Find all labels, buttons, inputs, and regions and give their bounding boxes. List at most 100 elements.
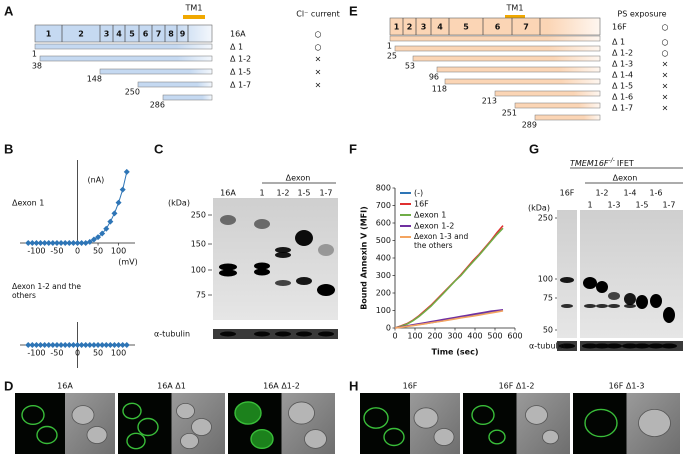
band bbox=[220, 331, 236, 337]
cell-line: IFET bbox=[617, 159, 634, 168]
exon-label: 4 bbox=[437, 23, 443, 32]
start-residue: 96 bbox=[429, 73, 439, 82]
fluorescence-image bbox=[573, 393, 627, 454]
construct-name: Δ 1-6 bbox=[612, 93, 633, 102]
data-point bbox=[82, 342, 89, 348]
cell bbox=[234, 401, 262, 425]
band bbox=[318, 244, 334, 256]
image-label: 16F Δ1-3 bbox=[609, 382, 645, 391]
start-residue: 1 bbox=[32, 50, 37, 59]
data-point bbox=[70, 240, 77, 246]
tm-bar bbox=[505, 15, 525, 19]
protein-bar bbox=[34, 24, 213, 43]
data-point bbox=[25, 240, 32, 246]
dic-cell bbox=[638, 408, 671, 437]
exon-label: 6 bbox=[495, 23, 501, 32]
lane-label: 1-7 bbox=[662, 201, 675, 210]
dic-image bbox=[516, 393, 570, 454]
data-line bbox=[394, 227, 504, 329]
cell bbox=[137, 417, 159, 437]
data-point bbox=[95, 234, 102, 241]
dic-cell bbox=[433, 428, 455, 446]
y-tick-label: 300 bbox=[376, 271, 391, 280]
data-point bbox=[49, 240, 56, 246]
image-label: 16A Δ1-2 bbox=[263, 382, 300, 391]
unit-label: (kDa) bbox=[168, 199, 190, 208]
band bbox=[295, 230, 313, 246]
cell bbox=[383, 427, 405, 447]
data-point bbox=[45, 240, 52, 246]
band bbox=[220, 215, 236, 225]
x-tick-label: 200 bbox=[427, 332, 442, 341]
band bbox=[596, 304, 608, 308]
marker-size: 75 bbox=[196, 291, 206, 300]
construct-bar bbox=[162, 94, 213, 101]
result-symbol: ○ bbox=[662, 49, 669, 58]
dic-cell bbox=[413, 407, 439, 429]
band bbox=[275, 280, 291, 286]
start-residue: 53 bbox=[405, 62, 415, 71]
band bbox=[622, 343, 638, 349]
y-tick-label: 700 bbox=[376, 201, 391, 210]
panel-letter: C bbox=[154, 141, 164, 156]
marker-size: 75 bbox=[543, 294, 553, 303]
cell bbox=[488, 429, 506, 445]
panel-letter: G bbox=[529, 141, 539, 156]
exon-label: 3 bbox=[104, 30, 110, 39]
data-point bbox=[99, 230, 106, 237]
cell bbox=[471, 404, 495, 426]
y-tick-label: 800 bbox=[376, 184, 391, 193]
unit-label: (kDa) bbox=[528, 204, 550, 213]
construct-bar bbox=[412, 55, 601, 62]
data-line bbox=[394, 310, 504, 329]
band bbox=[560, 277, 574, 283]
construct-name: Δ 1 bbox=[230, 43, 243, 52]
data-point bbox=[58, 342, 65, 348]
cell bbox=[584, 408, 618, 438]
data-point bbox=[123, 168, 130, 175]
marker-size: 100 bbox=[191, 266, 206, 275]
band bbox=[219, 269, 237, 277]
data-point bbox=[78, 342, 85, 348]
construct-bar bbox=[137, 81, 213, 88]
band bbox=[596, 281, 608, 293]
y-tick-label: 500 bbox=[376, 236, 391, 245]
data-point bbox=[33, 342, 40, 348]
result-symbol: × bbox=[662, 104, 669, 113]
band bbox=[254, 268, 270, 276]
construct-name: Δ 1 bbox=[612, 38, 625, 47]
x-tick-label: 50 bbox=[93, 349, 103, 358]
image-label: 16F bbox=[403, 382, 418, 391]
legend-label: Δexon 1-3 and the others bbox=[414, 232, 469, 250]
fluorescence-image bbox=[463, 393, 517, 454]
marker-size: 100 bbox=[538, 275, 553, 284]
data-point bbox=[74, 240, 81, 246]
start-residue: 1 bbox=[387, 42, 392, 51]
band bbox=[582, 343, 598, 349]
exon-label: 8 bbox=[168, 30, 174, 39]
x-tick-label: -100 bbox=[27, 247, 45, 256]
result-symbol: × bbox=[662, 93, 669, 102]
band bbox=[636, 295, 648, 309]
data-point bbox=[25, 342, 32, 348]
lane-label: 1-7 bbox=[319, 189, 332, 198]
data-point bbox=[58, 240, 65, 246]
data-point bbox=[70, 342, 77, 348]
image-label: 16A Δ1 bbox=[157, 382, 186, 391]
band bbox=[318, 331, 334, 337]
dic-cell bbox=[86, 426, 108, 444]
band bbox=[275, 247, 291, 253]
data-point bbox=[53, 342, 60, 348]
start-residue: 286 bbox=[150, 101, 165, 110]
dic-cell bbox=[542, 429, 559, 445]
panel-letter: D bbox=[4, 378, 13, 393]
panel-letter: A bbox=[4, 3, 14, 18]
x-tick-label: 100 bbox=[407, 332, 422, 341]
result-symbol: × bbox=[662, 60, 669, 69]
data-point bbox=[37, 240, 44, 246]
data-point bbox=[29, 240, 36, 246]
lane-label: 1 bbox=[587, 201, 592, 210]
loading-label: α-tubulin bbox=[154, 330, 190, 339]
start-residue: 251 bbox=[502, 109, 517, 118]
